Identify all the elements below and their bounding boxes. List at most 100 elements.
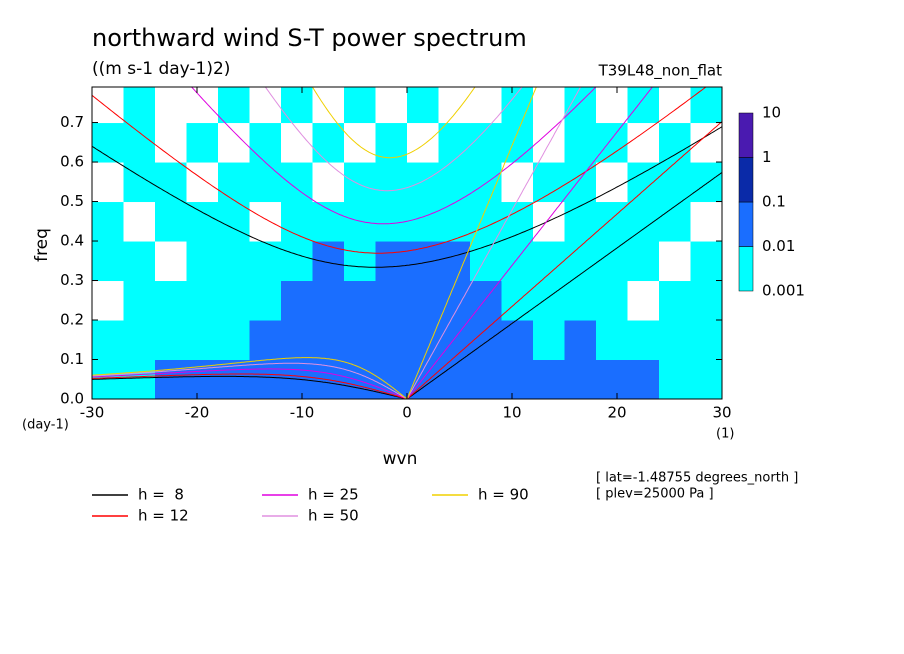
dispersion-curve — [406, 87, 537, 399]
field-cell — [438, 320, 471, 361]
field-cell — [533, 241, 565, 282]
field-cell — [470, 241, 502, 282]
field-cell — [659, 359, 691, 399]
dispersion-curve — [406, 121, 722, 399]
field-cell — [659, 87, 691, 124]
dispersion-curve — [264, 87, 523, 192]
field-cell — [375, 280, 408, 321]
field-cell — [281, 320, 313, 361]
field-cell — [596, 241, 628, 282]
field-cell — [407, 320, 439, 361]
field-cell — [659, 280, 691, 321]
field-cell — [438, 162, 471, 203]
field-cell — [123, 162, 156, 203]
field-cell — [501, 320, 534, 361]
field-cell — [155, 320, 187, 361]
y-tick-label: 0.3 — [60, 271, 84, 289]
colorbar-box — [738, 201, 754, 247]
field-cell — [627, 320, 660, 361]
field-cell — [533, 87, 565, 124]
field-cell — [564, 87, 597, 124]
field-cell — [218, 162, 250, 203]
field-cell — [596, 201, 628, 242]
plot-area — [92, 87, 722, 399]
x-tick-label: -30 — [80, 404, 105, 422]
dispersion-curve — [92, 375, 408, 399]
legend-label: h = 8 — [138, 486, 184, 504]
field-cell — [312, 320, 345, 361]
field-cell — [92, 201, 124, 242]
dispersion-curve — [92, 362, 408, 399]
field-cell — [92, 320, 124, 361]
field-cell — [501, 87, 534, 124]
x-tick-label: 20 — [607, 404, 626, 422]
x-tick-label: -10 — [290, 404, 315, 422]
field-cell — [501, 122, 534, 163]
field-cell — [186, 241, 219, 282]
field-cell — [564, 320, 597, 361]
dispersion-curve — [92, 368, 408, 399]
field-cell — [470, 320, 502, 361]
field-cell — [533, 162, 565, 203]
field-cell — [123, 280, 156, 321]
field-cell — [501, 201, 534, 242]
field-cell — [564, 280, 597, 321]
field-cell — [596, 122, 628, 163]
field-cell — [659, 122, 691, 163]
field-cell — [438, 359, 471, 399]
field-cell — [344, 87, 376, 124]
field-cell — [155, 201, 187, 242]
field-cell — [407, 201, 439, 242]
y-tick-label: 0.6 — [60, 153, 84, 171]
field-cell — [281, 241, 313, 282]
field-cell — [186, 122, 219, 163]
field-cell — [344, 280, 376, 321]
x-axis-label: wvn — [383, 449, 418, 469]
colorbar-label: 0.01 — [762, 237, 795, 255]
field-cell — [690, 320, 722, 361]
field-cell — [281, 280, 313, 321]
chart-subtitle: ((m s-1 day-1)2) — [92, 59, 230, 79]
field-cell — [344, 162, 376, 203]
field-cell — [218, 320, 250, 361]
field-cell — [123, 241, 156, 282]
legend-label: h = 25 — [308, 486, 359, 504]
dispersion-curve — [92, 357, 408, 399]
field-cell — [218, 280, 250, 321]
field-cell — [155, 162, 187, 203]
field-cell — [627, 241, 660, 282]
field-cell — [218, 87, 250, 124]
field-cell — [92, 162, 124, 203]
x-tick-label: 10 — [502, 404, 521, 422]
field-cell — [249, 359, 282, 399]
field-cell — [627, 122, 660, 163]
run-label: T39L48_non_flat — [598, 62, 723, 81]
annotation: [ lat=-1.48755 degrees_north ] — [596, 471, 798, 486]
y-tick-label: 0.2 — [60, 311, 84, 329]
field-cell — [690, 87, 722, 124]
field-cell — [155, 359, 187, 399]
field-cell — [344, 122, 376, 163]
field-cell — [627, 280, 660, 321]
chart-title: northward wind S-T power spectrum — [92, 24, 527, 52]
field-cell — [281, 162, 313, 203]
field-cell — [375, 201, 408, 242]
field-cell — [375, 320, 408, 361]
field-cell — [186, 320, 219, 361]
dispersion-curve — [92, 126, 722, 268]
field-cell — [690, 201, 722, 242]
dispersion-curve — [406, 87, 654, 399]
dispersion-curve — [92, 87, 707, 254]
legend-label: h = 50 — [308, 507, 359, 525]
colorbar-label: 1 — [762, 148, 772, 166]
field-cell — [564, 241, 597, 282]
field-cell — [690, 359, 722, 399]
field-cell — [627, 201, 660, 242]
field-cell — [564, 359, 597, 399]
y-tick-label: 0.0 — [60, 390, 84, 408]
dispersion-curve — [92, 373, 408, 399]
x-unit: (1) — [716, 427, 734, 442]
colorbar-label: 0.001 — [762, 282, 805, 300]
field-cell — [155, 280, 187, 321]
field-cell — [344, 241, 376, 282]
